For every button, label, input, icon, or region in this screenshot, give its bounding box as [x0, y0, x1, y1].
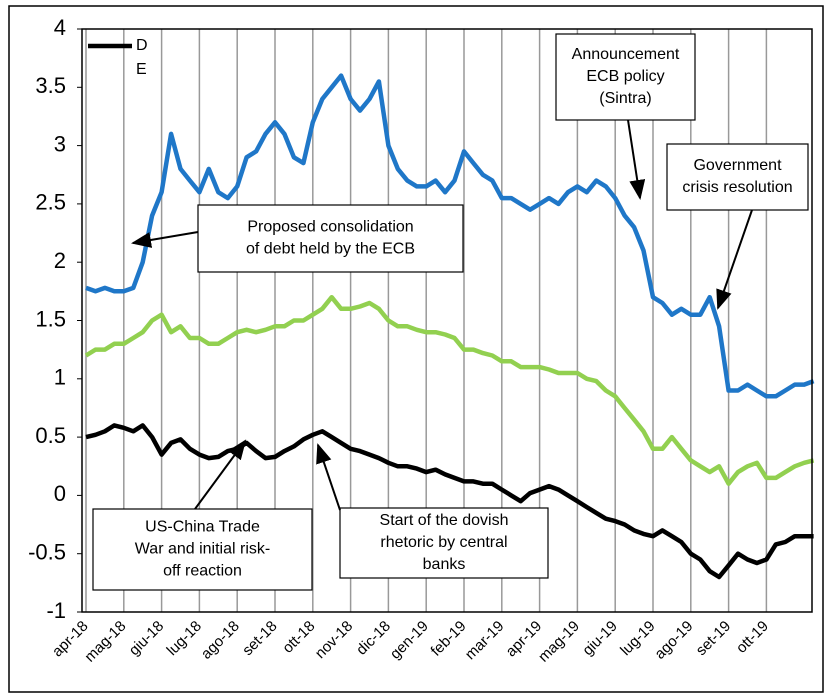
annotation-arrow [316, 443, 341, 511]
annotation-box [339, 507, 549, 579]
x-tick-label: set-18 [239, 618, 281, 660]
series-line [84, 294, 815, 486]
x-tick-label: mag-19 [535, 618, 583, 666]
annotation-text: Proposed consolidation [247, 219, 413, 236]
y-tick-label: 2.5 [35, 190, 66, 215]
x-tick-label: set-19 [693, 618, 735, 660]
annotation-text: Government [693, 157, 782, 174]
annotation-box [92, 508, 313, 591]
annotation-arrow [131, 231, 199, 248]
annotation-arrow [627, 119, 646, 200]
x-tick-label: gen-19 [387, 618, 432, 663]
x-tick-label: ott-19 [733, 618, 772, 657]
annotation-arrow [194, 439, 247, 510]
annotation-text: ECB policy [586, 68, 664, 85]
annotation-text: (Sintra) [599, 90, 651, 107]
annotation-text: US-China Trade [145, 519, 260, 536]
y-tick-label: -0.5 [28, 540, 66, 565]
y-tick-label: -1 [46, 598, 66, 623]
outer-border [8, 5, 824, 693]
y-tick-label: 3.5 [35, 73, 66, 98]
series-line [85, 423, 814, 580]
annotation-text: Start of the dovish [380, 512, 509, 529]
series-line [85, 73, 815, 399]
y-tick-label: 0 [54, 481, 66, 506]
annotation-text: banks [423, 556, 466, 573]
y-tick-label: 3 [54, 131, 66, 156]
annotation-box [666, 143, 809, 211]
plot-frame [81, 28, 813, 613]
annotation-text: crisis resolution [682, 179, 792, 196]
x-tick-label: ago-19 [651, 618, 696, 663]
y-tick-label: 0.5 [35, 423, 66, 448]
annotation-text: rhetoric by central [380, 534, 507, 551]
y-tick-label: 1 [54, 365, 66, 390]
annotation-box [197, 204, 464, 273]
x-tick-label: nov-18 [312, 618, 356, 662]
x-tick-label: ago-18 [198, 618, 243, 663]
annotation-arrow [716, 209, 753, 310]
annotation-text: off reaction [163, 563, 242, 580]
legend-label: DE [136, 37, 148, 78]
annotation-box [555, 33, 696, 121]
x-tick-label: mag-18 [81, 618, 129, 666]
x-tick-label: giu-19 [579, 618, 621, 660]
x-tick-label: giu-18 [126, 618, 168, 660]
y-tick-label: 4 [54, 15, 66, 40]
y-tick-label: 1.5 [35, 306, 66, 331]
y-tick-label: 2 [54, 248, 66, 273]
x-tick-label: mar-19 [462, 618, 508, 664]
annotation-text: Announcement [572, 46, 680, 63]
annotation-text: of debt held by the ECB [246, 241, 415, 258]
annotation-text: War and initial risk- [135, 541, 270, 558]
